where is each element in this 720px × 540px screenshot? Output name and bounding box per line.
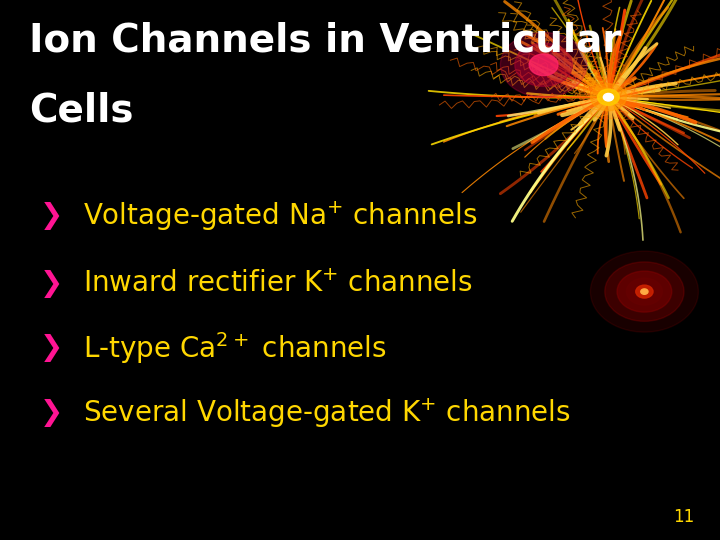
Text: L-type Ca$^{\mathregular{2+}}$ channels: L-type Ca$^{\mathregular{2+}}$ channels [83,330,387,366]
Text: Inward rectifier K$^{\mathregular{+}}$ channels: Inward rectifier K$^{\mathregular{+}}$ c… [83,269,472,298]
Circle shape [636,285,653,298]
Text: ❯: ❯ [40,399,63,427]
Circle shape [580,76,637,119]
Text: ❯: ❯ [40,334,63,362]
Circle shape [605,262,684,321]
Text: Ion Channels in Ventricular: Ion Channels in Ventricular [29,22,621,59]
Circle shape [617,271,672,312]
Circle shape [515,43,572,86]
Text: Voltage-gated Na$^{\mathregular{+}}$ channels: Voltage-gated Na$^{\mathregular{+}}$ cha… [83,199,477,233]
Circle shape [529,54,558,76]
Circle shape [590,251,698,332]
Text: Cells: Cells [29,92,133,130]
Circle shape [500,32,587,97]
Text: 11: 11 [673,509,695,526]
Circle shape [641,289,648,294]
Circle shape [603,93,613,101]
Text: ❯: ❯ [40,202,63,230]
Circle shape [626,278,662,305]
Text: ❯: ❯ [40,269,63,298]
Circle shape [598,89,619,105]
Circle shape [590,84,626,111]
Text: Several Voltage-gated K$^{\mathregular{+}}$ channels: Several Voltage-gated K$^{\mathregular{+… [83,396,570,430]
